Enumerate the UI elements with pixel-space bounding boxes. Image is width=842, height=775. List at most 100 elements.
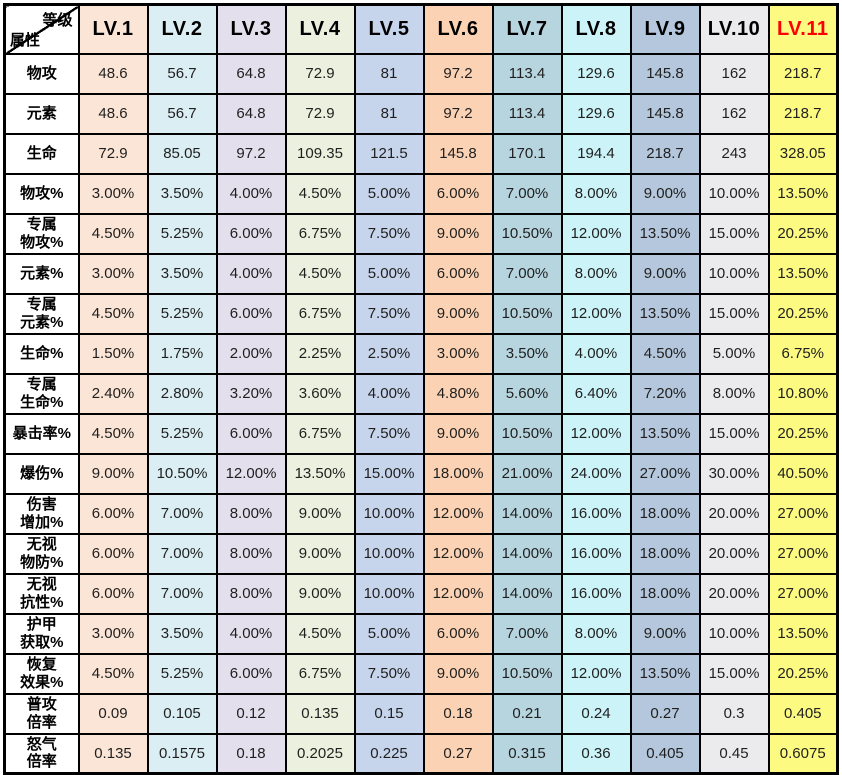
value-cell: 12.00% [422, 532, 494, 575]
value-cell: 12.00% [560, 292, 632, 335]
value-cell: 12.00% [422, 492, 494, 535]
value-cell: 9.00% [629, 172, 701, 215]
value-cell: 6.75% [284, 652, 356, 695]
value-cell: 194.4 [560, 132, 632, 175]
value-cell: 0.135 [284, 692, 356, 735]
value-cell: 20.25% [767, 652, 839, 695]
value-cell: 243 [698, 132, 770, 175]
value-cell: 13.50% [629, 212, 701, 255]
value-cell: 9.00% [422, 292, 494, 335]
table-row: 生命% 1.50% 1.75% 2.00% 2.25% 2.50% 3.00% 3.50% 4.… [3, 332, 839, 375]
row-label: 元素 [3, 92, 80, 135]
column-header-lv10: LV.10 [698, 3, 770, 55]
value-cell: 7.00% [146, 572, 218, 615]
value-cell: 328.05 [767, 132, 839, 175]
value-cell: 145.8 [629, 92, 701, 135]
value-cell: 162 [698, 92, 770, 135]
table-row: 怒气 倍率 0.135 0.1575 0.18 0.2025 0.225 0.27 0.315 0… [3, 732, 839, 775]
value-cell: 0.12 [215, 692, 287, 735]
value-cell: 7.50% [353, 292, 425, 335]
value-cell: 5.25% [146, 652, 218, 695]
column-header-lv2: LV.2 [146, 3, 218, 55]
value-cell: 10.00% [698, 172, 770, 215]
value-cell: 1.50% [77, 332, 149, 375]
value-cell: 6.75% [284, 412, 356, 455]
table-body: 物攻 48.6 56.7 64.8 72.9 81 97.2 113.4 129.6 145.8 1… [3, 52, 839, 775]
value-cell: 6.75% [284, 292, 356, 335]
table-row: 元素% 3.00% 3.50% 4.00% 4.50% 5.00% 6.00% 7.00% 8.… [3, 252, 839, 295]
row-label: 恢复 效果% [3, 652, 80, 695]
value-cell: 4.00% [353, 372, 425, 415]
value-cell: 14.00% [491, 572, 563, 615]
stats-table: 等级 属性 LV.1 LV.2 LV.3 LV.4 LV.5 LV.6 LV.7 LV.8 LV… [3, 3, 839, 775]
value-cell: 20.00% [698, 532, 770, 575]
table-row: 专属 生命% 2.40% 2.80% 3.20% 3.60% 4.00% 4.80% 5.60%… [3, 372, 839, 415]
header-row: 等级 属性 LV.1 LV.2 LV.3 LV.4 LV.5 LV.6 LV.7 LV.8 LV… [3, 3, 839, 55]
table-row: 普攻 倍率 0.09 0.105 0.12 0.135 0.15 0.18 0.21 0.24 0.… [3, 692, 839, 735]
value-cell: 7.50% [353, 652, 425, 695]
value-cell: 12.00% [560, 412, 632, 455]
value-cell: 10.50% [491, 292, 563, 335]
value-cell: 4.00% [215, 252, 287, 295]
column-header-lv9: LV.9 [629, 3, 701, 55]
value-cell: 20.25% [767, 212, 839, 255]
value-cell: 15.00% [698, 412, 770, 455]
row-label: 专属 元素% [3, 292, 80, 335]
corner-label-attribute: 属性 [10, 31, 41, 49]
value-cell: 4.50% [629, 332, 701, 375]
value-cell: 113.4 [491, 52, 563, 95]
value-cell: 10.80% [767, 372, 839, 415]
value-cell: 6.00% [215, 652, 287, 695]
value-cell: 4.50% [284, 172, 356, 215]
table-row: 伤害 增加% 6.00% 7.00% 8.00% 9.00% 10.00% 12.00% 14.… [3, 492, 839, 535]
table-row: 无视 抗性% 6.00% 7.00% 8.00% 9.00% 10.00% 12.00% 14.… [3, 572, 839, 615]
value-cell: 6.00% [215, 212, 287, 255]
value-cell: 8.00% [560, 252, 632, 295]
value-cell: 27.00% [767, 572, 839, 615]
value-cell: 218.7 [629, 132, 701, 175]
value-cell: 3.50% [146, 172, 218, 215]
table-row: 专属 元素% 4.50% 5.25% 6.00% 6.75% 7.50% 9.00% 10.50… [3, 292, 839, 335]
value-cell: 5.00% [353, 612, 425, 655]
value-cell: 72.9 [284, 52, 356, 95]
value-cell: 0.105 [146, 692, 218, 735]
value-cell: 8.00% [560, 172, 632, 215]
value-cell: 27.00% [629, 452, 701, 495]
value-cell: 7.20% [629, 372, 701, 415]
value-cell: 0.6075 [767, 732, 839, 775]
value-cell: 13.50% [629, 412, 701, 455]
row-label: 元素% [3, 252, 80, 295]
value-cell: 8.00% [215, 532, 287, 575]
value-cell: 218.7 [767, 92, 839, 135]
value-cell: 4.00% [215, 612, 287, 655]
column-header-lv4: LV.4 [284, 3, 356, 55]
value-cell: 10.00% [698, 252, 770, 295]
value-cell: 145.8 [422, 132, 494, 175]
value-cell: 12.00% [215, 452, 287, 495]
value-cell: 7.00% [146, 492, 218, 535]
value-cell: 4.50% [77, 412, 149, 455]
value-cell: 3.00% [422, 332, 494, 375]
value-cell: 4.00% [215, 172, 287, 215]
column-header-lv11: LV.11 [767, 3, 839, 55]
value-cell: 14.00% [491, 492, 563, 535]
value-cell: 6.00% [422, 172, 494, 215]
value-cell: 97.2 [215, 132, 287, 175]
table-row: 专属 物攻% 4.50% 5.25% 6.00% 6.75% 7.50% 9.00% 10.50… [3, 212, 839, 255]
value-cell: 10.00% [353, 572, 425, 615]
value-cell: 48.6 [77, 92, 149, 135]
value-cell: 9.00% [629, 252, 701, 295]
value-cell: 40.50% [767, 452, 839, 495]
value-cell: 8.00% [215, 572, 287, 615]
value-cell: 4.50% [284, 252, 356, 295]
value-cell: 85.05 [146, 132, 218, 175]
row-label: 伤害 增加% [3, 492, 80, 535]
value-cell: 0.21 [491, 692, 563, 735]
value-cell: 56.7 [146, 92, 218, 135]
value-cell: 9.00% [284, 532, 356, 575]
value-cell: 7.00% [491, 252, 563, 295]
value-cell: 16.00% [560, 492, 632, 535]
value-cell: 9.00% [422, 652, 494, 695]
value-cell: 97.2 [422, 52, 494, 95]
